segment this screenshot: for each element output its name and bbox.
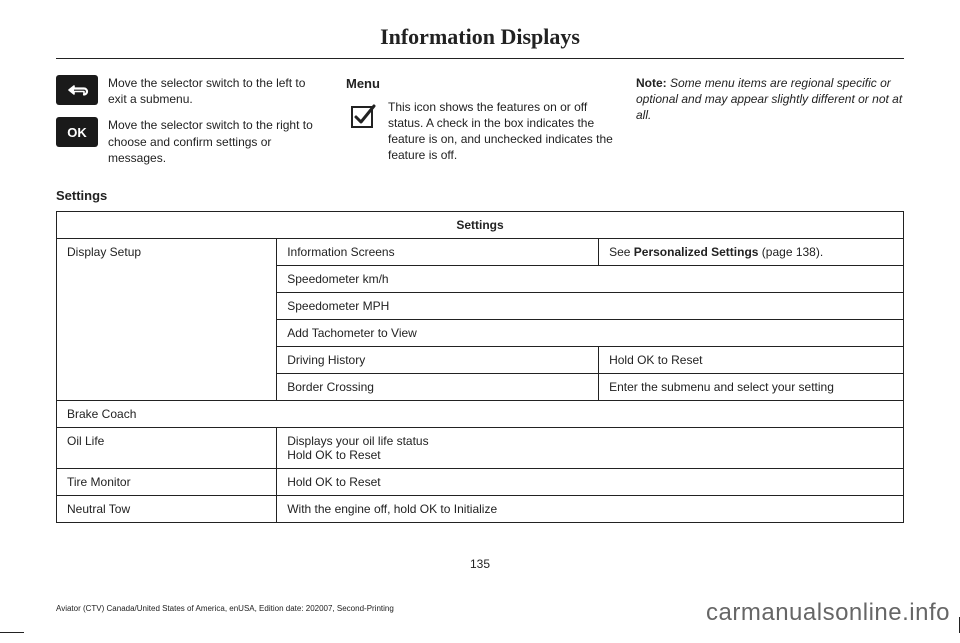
cell-tach: Add Tachometer to View	[277, 319, 904, 346]
cell-driving-history: Driving History	[277, 346, 599, 373]
note-body: Some menu items are regional specific or…	[636, 76, 902, 122]
title-rule	[56, 58, 904, 59]
page-title: Information Displays	[56, 24, 904, 58]
watermark: carmanualsonline.info	[706, 599, 950, 627]
cell-personalized: See Personalized Settings (page 138).	[599, 238, 904, 265]
column-right: Note: Some menu items are regional speci…	[636, 75, 904, 176]
table-header: Settings	[57, 211, 904, 238]
cell-speed-mph: Speedometer MPH	[277, 292, 904, 319]
note-label: Note:	[636, 76, 667, 90]
settings-table: Settings Display Setup Information Scree…	[56, 211, 904, 523]
cell-info-screens: Information Screens	[277, 238, 599, 265]
cell-speed-kmh: Speedometer km/h	[277, 265, 904, 292]
return-icon	[56, 75, 98, 105]
cell-oil-life-desc: Displays your oil life status Hold OK to…	[277, 427, 904, 468]
edition-line: Aviator (CTV) Canada/United States of Am…	[56, 604, 394, 613]
checkbox-icon	[346, 99, 380, 133]
cell-border-crossing: Border Crossing	[277, 373, 599, 400]
cell-border-crossing-action: Enter the submenu and select your settin…	[599, 373, 904, 400]
cell-tire-monitor-action: Hold OK to Reset	[277, 468, 904, 495]
cell-driving-history-action: Hold OK to Reset	[599, 346, 904, 373]
cell-neutral-tow-action: With the engine off, hold OK to Initiali…	[277, 495, 904, 522]
cell-tire-monitor: Tire Monitor	[57, 468, 277, 495]
page-number: 135	[56, 557, 904, 571]
menu-desc: This icon shows the features on or off s…	[388, 99, 614, 164]
ok-icon-desc: Move the selector switch to the right to…	[108, 117, 324, 166]
return-icon-desc: Move the selector switch to the left to …	[108, 75, 324, 107]
cell-neutral-tow: Neutral Tow	[57, 495, 277, 522]
cell-brake-coach: Brake Coach	[57, 400, 904, 427]
column-left: Move the selector switch to the left to …	[56, 75, 324, 176]
cell-oil-life: Oil Life	[57, 427, 277, 468]
ok-icon: OK	[56, 117, 98, 147]
crop-mark	[0, 632, 24, 633]
cell-display-setup: Display Setup	[57, 238, 277, 400]
menu-heading: Menu	[346, 75, 614, 93]
column-middle: Menu This icon shows the features on or …	[346, 75, 614, 176]
settings-heading: Settings	[56, 188, 904, 203]
